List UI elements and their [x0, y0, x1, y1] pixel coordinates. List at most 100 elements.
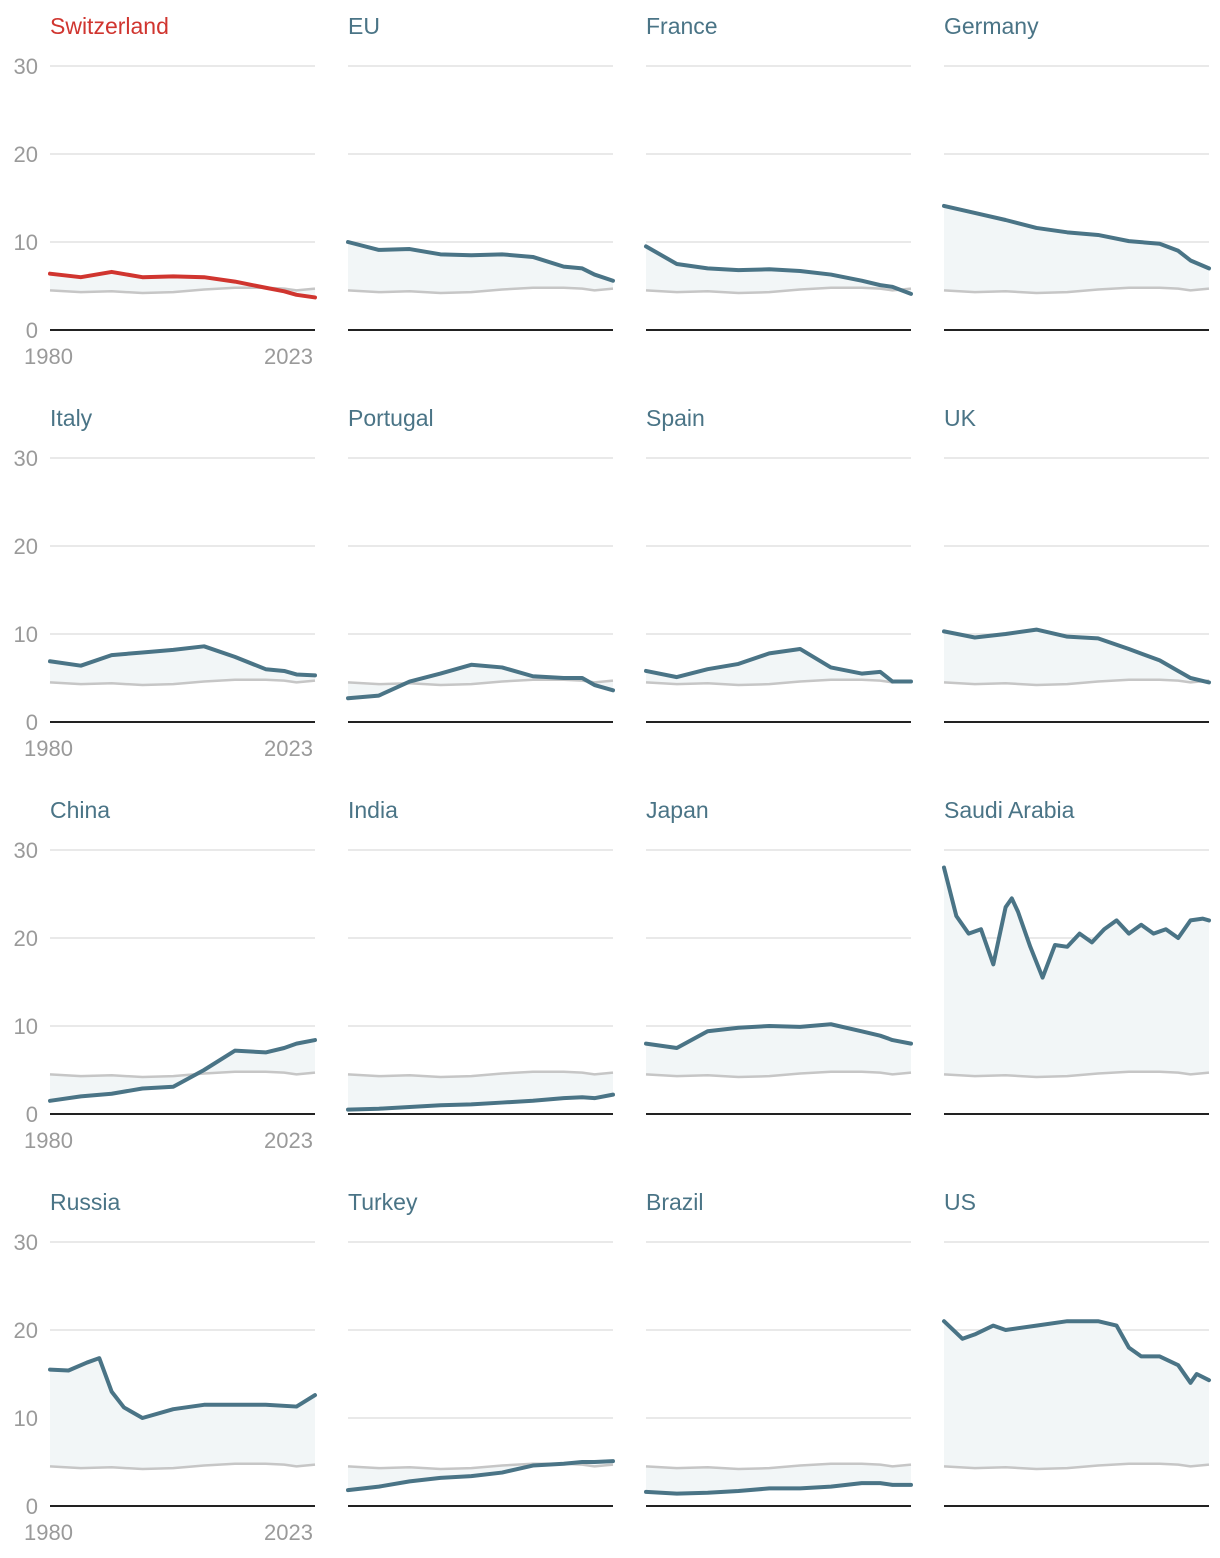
series-line-panel-13 [48, 1356, 317, 1420]
panel-title-13: Russia [50, 1189, 121, 1215]
area-fill-panel-10 [348, 1071, 613, 1110]
panel-title-15: Brazil [646, 1189, 704, 1215]
reference-line-panel-12 [943, 1070, 1210, 1079]
y-tick-30-panel-5: 30 [14, 446, 38, 471]
panel-10: India [346, 797, 615, 1115]
panel-title-14: Turkey [348, 1189, 418, 1215]
panel-9: China 0 10 20 30 1980 2023 [14, 797, 317, 1153]
area-fill-panel-11 [646, 1024, 911, 1078]
series-line-panel-1 [48, 269, 317, 300]
series-line-panel-9 [48, 1038, 317, 1103]
reference-line-panel-1 [49, 286, 316, 295]
series-line-panel-4 [942, 203, 1211, 271]
x-tick-end-panel-1: 2023 [264, 344, 313, 369]
panel-3: France [644, 13, 913, 331]
panel-1: Switzerland 0 10 20 30 1980 2023 [14, 13, 317, 369]
panel-title-11: Japan [646, 797, 709, 823]
area-fill-panel-16 [944, 1321, 1209, 1470]
series-line-panel-14 [346, 1459, 615, 1493]
series-line-panel-6 [346, 662, 615, 701]
reference-line-panel-5 [49, 678, 316, 687]
panel-title-5: Italy [50, 405, 93, 431]
series-line-panel-7 [644, 646, 913, 684]
y-tick-10-panel-9: 10 [14, 1014, 38, 1039]
series-line-panel-15 [644, 1481, 913, 1496]
panel-title-16: US [944, 1189, 976, 1215]
reference-line-panel-16 [943, 1462, 1210, 1471]
panel-16: US [942, 1189, 1211, 1507]
series-line-panel-5 [48, 644, 317, 678]
panel-title-7: Spain [646, 405, 705, 431]
panel-7: Spain [644, 405, 913, 723]
area-fill-panel-7 [646, 648, 911, 686]
area-fill-panel-12 [944, 867, 1209, 1077]
y-tick-20-panel-9: 20 [14, 926, 38, 951]
reference-line-panel-4 [943, 286, 1210, 295]
panel-title-2: EU [348, 13, 380, 39]
x-tick-end-panel-9: 2023 [264, 1128, 313, 1153]
series-line-panel-16 [942, 1319, 1211, 1385]
panel-6: Portugal [346, 405, 615, 723]
series-line-panel-8 [942, 627, 1211, 685]
reference-line-panel-8 [943, 678, 1210, 687]
series-line-panel-11 [644, 1022, 913, 1050]
series-line-panel-10 [346, 1092, 615, 1112]
panel-2: EU [346, 13, 615, 331]
y-tick-0-panel-1: 0 [26, 318, 38, 343]
panel-title-10: India [348, 797, 398, 823]
panel-title-8: UK [944, 405, 977, 431]
area-fill-panel-13 [50, 1358, 315, 1470]
x-tick-end-panel-13: 2023 [264, 1520, 313, 1545]
series-line-panel-2 [346, 240, 615, 283]
x-tick-start-panel-5: 1980 [24, 736, 73, 761]
reference-line-panel-7 [645, 678, 912, 687]
series-line-panel-3 [644, 244, 913, 296]
reference-line-panel-11 [645, 1070, 912, 1079]
panel-title-4: Germany [944, 13, 1039, 39]
y-tick-0-panel-5: 0 [26, 710, 38, 735]
area-fill-panel-8 [944, 629, 1209, 686]
y-tick-30-panel-9: 30 [14, 838, 38, 863]
panel-5: Italy 0 10 20 30 1980 2023 [14, 405, 317, 761]
y-tick-20-panel-5: 20 [14, 534, 38, 559]
area-fill-panel-15 [646, 1463, 911, 1494]
panel-12: Saudi Arabia [942, 797, 1211, 1115]
reference-line-panel-14 [347, 1462, 614, 1471]
reference-line-panel-15 [645, 1462, 912, 1471]
panel-4: Germany [942, 13, 1211, 331]
area-fill-panel-9 [50, 1040, 315, 1101]
y-tick-10-panel-5: 10 [14, 622, 38, 647]
y-tick-10-panel-13: 10 [14, 1406, 38, 1431]
reference-line-panel-2 [347, 286, 614, 295]
x-tick-end-panel-5: 2023 [264, 736, 313, 761]
panel-title-1: Switzerland [50, 13, 169, 39]
panel-14: Turkey [346, 1189, 615, 1507]
series-line-panel-12 [942, 865, 1211, 980]
panel-15: Brazil [644, 1189, 913, 1507]
panel-11: Japan [644, 797, 913, 1115]
y-tick-0-panel-13: 0 [26, 1494, 38, 1519]
reference-line-panel-9 [49, 1070, 316, 1079]
reference-line-panel-3 [645, 286, 912, 295]
panel-title-6: Portugal [348, 405, 434, 431]
y-tick-30-panel-13: 30 [14, 1230, 38, 1255]
area-fill-panel-6 [348, 664, 613, 699]
y-tick-30-panel-1: 30 [14, 54, 38, 79]
panel-title-3: France [646, 13, 718, 39]
reference-line-panel-13 [49, 1462, 316, 1471]
y-tick-10-panel-1: 10 [14, 230, 38, 255]
y-tick-20-panel-13: 20 [14, 1318, 38, 1343]
x-tick-start-panel-1: 1980 [24, 344, 73, 369]
y-tick-0-panel-9: 0 [26, 1102, 38, 1127]
x-tick-start-panel-9: 1980 [24, 1128, 73, 1153]
panel-8: UK [942, 405, 1211, 723]
panel-13: Russia 0 10 20 30 1980 2023 [14, 1189, 317, 1545]
area-fill-panel-4 [944, 205, 1209, 294]
y-tick-20-panel-1: 20 [14, 142, 38, 167]
area-fill-panel-2 [348, 242, 613, 294]
x-tick-start-panel-13: 1980 [24, 1520, 73, 1545]
reference-line-panel-10 [347, 1070, 614, 1079]
panel-title-9: China [50, 797, 110, 823]
panel-title-12: Saudi Arabia [944, 797, 1075, 823]
